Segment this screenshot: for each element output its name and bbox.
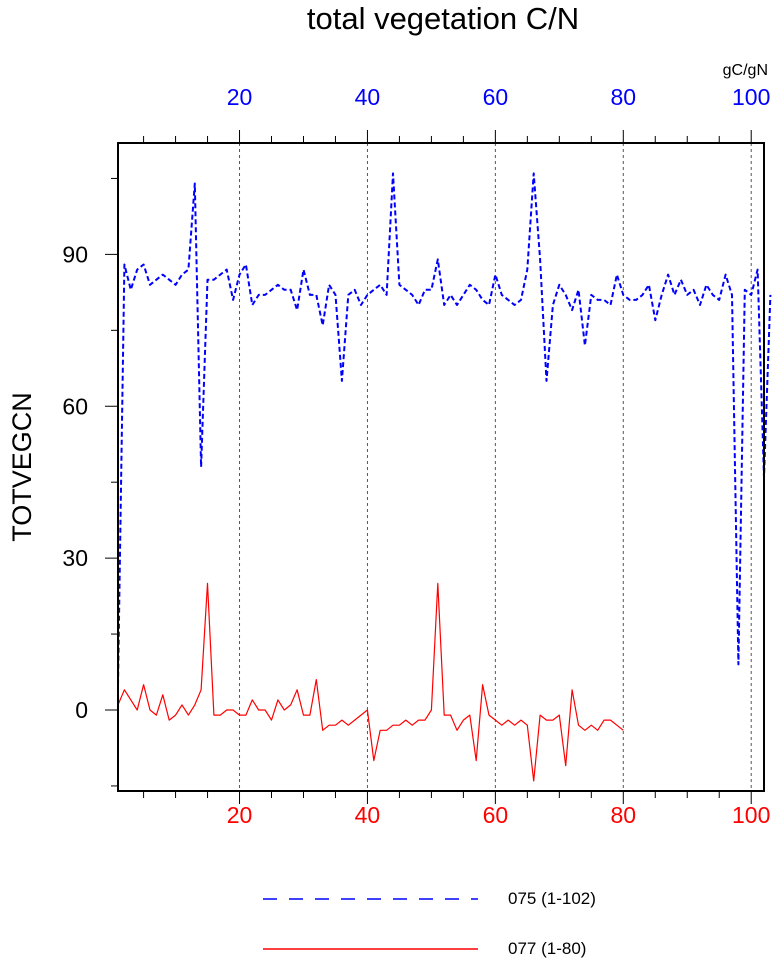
x-bottom-tick-label-80: 80 (610, 802, 636, 828)
series-line-1 (117, 582, 624, 782)
y-tick-label-0: 0 (75, 697, 88, 723)
chart-title: total vegetation C/N (307, 1, 579, 36)
x-top-tick-label-20: 20 (227, 84, 253, 110)
units-label: gC/gN (723, 62, 768, 79)
y-tick-label-30: 30 (62, 545, 88, 571)
x-top-tick-label-40: 40 (355, 84, 381, 110)
x-bottom-tick-label-20: 20 (227, 802, 253, 828)
y-tick-label-90: 90 (62, 241, 88, 267)
series-layer (117, 172, 772, 782)
x-top-tick-label-100: 100 (732, 84, 770, 110)
legend-label-075: 075 (1-102) (508, 889, 596, 908)
grid (239, 143, 752, 791)
y-axis-label: TOTVEGCN (7, 392, 37, 542)
legend: 075 (1-102) 077 (1-80) (263, 889, 596, 958)
y-tick-label-60: 60 (62, 393, 88, 419)
series-line-0 (117, 172, 772, 685)
x-bottom-tick-label-100: 100 (732, 802, 770, 828)
axis-ticks (105, 130, 752, 804)
x-bottom-tick-label-40: 40 (355, 802, 381, 828)
x-bottom-tick-label-60: 60 (483, 802, 509, 828)
x-top-tick-label-60: 60 (483, 84, 509, 110)
plot-frame (117, 142, 765, 792)
tick-labels: 20 40 60 80 100 20 40 60 80 100 0 30 60 90 (62, 84, 770, 828)
x-top-tick-label-80: 80 (610, 84, 636, 110)
legend-label-077: 077 (1-80) (508, 939, 586, 958)
